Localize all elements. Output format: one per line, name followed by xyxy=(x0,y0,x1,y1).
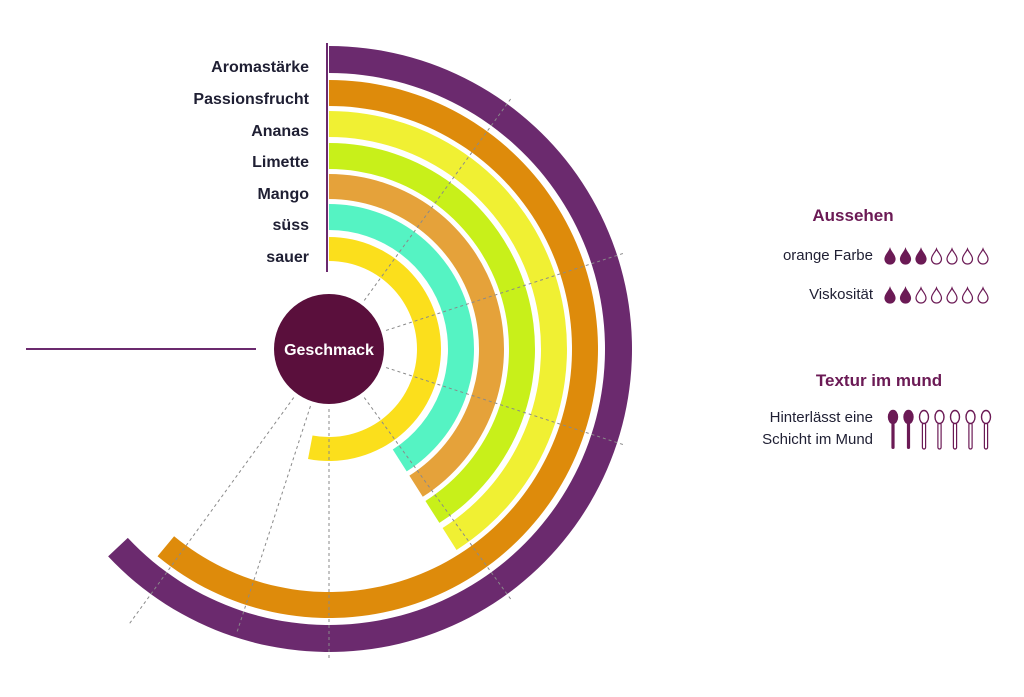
drop-icon xyxy=(930,286,943,304)
ring-passionsfrucht xyxy=(157,80,599,618)
spoon-icon xyxy=(949,409,961,450)
textur-label-line2: Schicht im Mund xyxy=(762,431,873,448)
ring-aromastaerke xyxy=(108,46,632,652)
textur-title: Textur im mund xyxy=(816,371,942,390)
drop-icon xyxy=(915,286,927,304)
ring-label-ananas: Ananas xyxy=(251,123,309,140)
drop-icon xyxy=(899,286,912,304)
guide-line xyxy=(363,397,513,602)
ring-mango xyxy=(329,174,504,497)
ring-label-passionsfrucht: Passionsfrucht xyxy=(193,91,309,108)
ring-label-aromastaerke: Aromastärke xyxy=(211,59,309,76)
spoon-icon xyxy=(918,409,930,450)
ring-label-sauer: sauer xyxy=(266,249,309,266)
guide-lines-group xyxy=(128,96,626,661)
textur-rating xyxy=(887,409,992,450)
ring-limette xyxy=(329,143,536,523)
spoon-icon xyxy=(903,409,914,449)
drop-icon xyxy=(961,247,974,265)
textur-label-line1: Hinterlässt eine xyxy=(770,409,873,426)
guide-line xyxy=(128,397,295,625)
drop-icon xyxy=(884,286,896,304)
spoon-icon xyxy=(980,409,992,450)
drop-icon xyxy=(930,247,943,265)
drop-icon xyxy=(977,286,989,304)
drop-icon xyxy=(946,286,958,304)
rings-group xyxy=(108,46,632,652)
spoon-icon xyxy=(887,409,899,449)
ring-label-suess: süss xyxy=(273,217,310,234)
ring-label-limette: Limette xyxy=(252,154,309,171)
ring-label-mango: Mango xyxy=(257,186,309,203)
center-label: Geschmack xyxy=(284,342,374,359)
viskositaet-label: Viskosität xyxy=(809,286,874,303)
drop-icon xyxy=(915,247,927,265)
orange-farbe-label: orange Farbe xyxy=(783,247,873,264)
guide-line xyxy=(235,405,311,635)
aussehen-title: Aussehen xyxy=(812,206,893,225)
viskositaet-rating xyxy=(884,286,989,304)
ring-sauer xyxy=(308,237,441,461)
drop-icon xyxy=(946,247,958,265)
drop-icon xyxy=(899,247,912,265)
drop-icon xyxy=(961,286,974,304)
orange-farbe-rating xyxy=(884,247,989,265)
drop-icon xyxy=(977,247,989,265)
center-circle xyxy=(274,294,384,404)
ring-suess xyxy=(329,204,475,472)
spoon-icon xyxy=(934,409,945,450)
ring-labels: Aromastärke Passionsfrucht Ananas Limett… xyxy=(193,59,309,266)
ring-ananas xyxy=(329,111,568,550)
drop-icon xyxy=(884,247,896,265)
spoon-icon xyxy=(965,409,976,450)
